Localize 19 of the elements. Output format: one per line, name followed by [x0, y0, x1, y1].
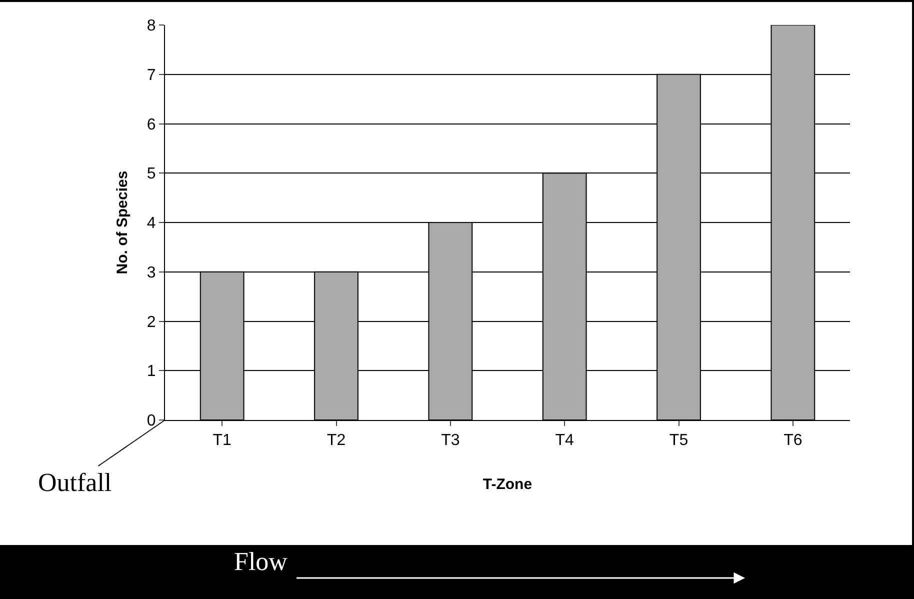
x-tick-label: T5	[669, 432, 688, 450]
y-tick-label: 3	[146, 264, 156, 282]
y-tick-label: 0	[146, 412, 156, 430]
y-tick-label: 4	[146, 215, 156, 232]
y-tick-label: 7	[146, 66, 156, 84]
x-tick-label: T6	[784, 432, 802, 450]
y-tick-label: 1	[146, 363, 156, 380]
text: Flow	[234, 547, 288, 576]
y-axis-title: No. of Species	[114, 170, 132, 274]
y-tick-label: 5	[146, 166, 156, 183]
y-tick-label: 6	[146, 116, 156, 134]
y-tick-label: 8	[146, 18, 156, 35]
x-axis-title: T-Zone	[482, 476, 532, 494]
y-tick-label: 2	[146, 314, 156, 331]
x-tick-label: T2	[326, 432, 346, 450]
text: Outfall	[38, 468, 112, 497]
x-tick-label: T4	[555, 432, 574, 450]
x-tick-label: T3	[441, 432, 460, 450]
x-tick-label: T1	[212, 432, 232, 450]
